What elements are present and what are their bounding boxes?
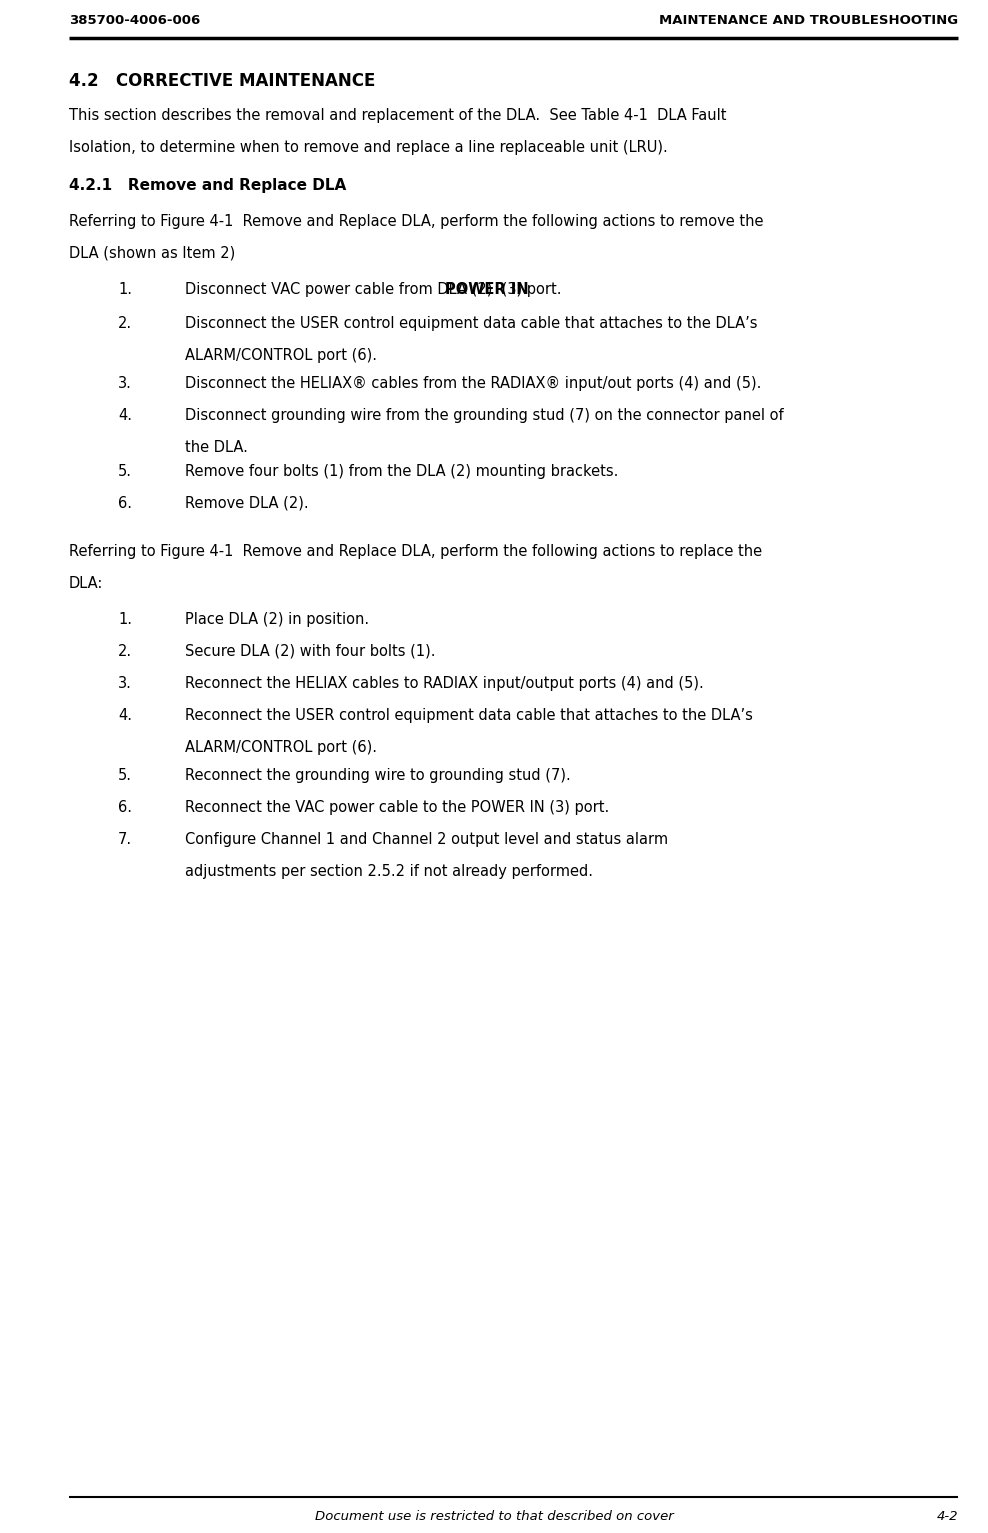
Text: 4.: 4. (118, 708, 132, 724)
Text: 6.: 6. (118, 497, 132, 510)
Text: Reconnect the USER control equipment data cable that attaches to the DLA’s: Reconnect the USER control equipment dat… (185, 708, 753, 724)
Text: 6.: 6. (118, 800, 132, 816)
Text: (3) port.: (3) port. (498, 282, 562, 297)
Text: 3.: 3. (118, 676, 131, 691)
Text: Disconnect the USER control equipment data cable that attaches to the DLA’s: Disconnect the USER control equipment da… (185, 316, 758, 331)
Text: POWER IN: POWER IN (446, 282, 529, 297)
Text: adjustments per section 2.5.2 if not already performed.: adjustments per section 2.5.2 if not alr… (185, 865, 593, 878)
Text: ALARM/CONTROL port (6).: ALARM/CONTROL port (6). (185, 348, 377, 363)
Text: 4.: 4. (118, 408, 132, 423)
Text: Isolation, to determine when to remove and replace a line replaceable unit (LRU): Isolation, to determine when to remove a… (69, 140, 668, 155)
Text: 385700-4006-006: 385700-4006-006 (69, 14, 201, 28)
Text: ALARM/CONTROL port (6).: ALARM/CONTROL port (6). (185, 740, 377, 754)
Text: DLA:: DLA: (69, 576, 104, 592)
Text: 4.2   CORRECTIVE MAINTENANCE: 4.2 CORRECTIVE MAINTENANCE (69, 72, 375, 90)
Text: Configure Channel 1 and Channel 2 output level and status alarm: Configure Channel 1 and Channel 2 output… (185, 832, 668, 848)
Text: 5.: 5. (118, 768, 132, 783)
Text: 7.: 7. (118, 832, 132, 848)
Text: MAINTENANCE AND TROUBLESHOOTING: MAINTENANCE AND TROUBLESHOOTING (659, 14, 958, 28)
Text: Disconnect the HELIAX® cables from the RADIAX® input/out ports (4) and (5).: Disconnect the HELIAX® cables from the R… (185, 376, 762, 391)
Text: Remove four bolts (1) from the DLA (2) mounting brackets.: Remove four bolts (1) from the DLA (2) m… (185, 464, 618, 478)
Text: This section describes the removal and replacement of the DLA.  See Table 4-1  D: This section describes the removal and r… (69, 107, 726, 123)
Text: DLA (shown as Item 2): DLA (shown as Item 2) (69, 245, 235, 261)
Text: Document use is restricted to that described on cover: Document use is restricted to that descr… (314, 1510, 674, 1522)
Text: the DLA.: the DLA. (185, 440, 248, 455)
Text: Secure DLA (2) with four bolts (1).: Secure DLA (2) with four bolts (1). (185, 644, 436, 659)
Text: 4.2.1   Remove and Replace DLA: 4.2.1 Remove and Replace DLA (69, 178, 346, 193)
Text: 1.: 1. (118, 612, 132, 627)
Text: 2.: 2. (118, 644, 132, 659)
Text: Disconnect VAC power cable from DLA (2): Disconnect VAC power cable from DLA (2) (185, 282, 497, 297)
Text: Place DLA (2) in position.: Place DLA (2) in position. (185, 612, 370, 627)
Text: Referring to Figure 4-1  Remove and Replace DLA, perform the following actions t: Referring to Figure 4-1 Remove and Repla… (69, 544, 762, 560)
Text: 4-2: 4-2 (937, 1510, 958, 1522)
Text: 3.: 3. (118, 376, 131, 391)
Text: Reconnect the grounding wire to grounding stud (7).: Reconnect the grounding wire to groundin… (185, 768, 571, 783)
Text: Referring to Figure 4-1  Remove and Replace DLA, perform the following actions t: Referring to Figure 4-1 Remove and Repla… (69, 215, 764, 228)
Text: Reconnect the HELIAX cables to RADIAX input/output ports (4) and (5).: Reconnect the HELIAX cables to RADIAX in… (185, 676, 703, 691)
Text: 1.: 1. (118, 282, 132, 297)
Text: Remove DLA (2).: Remove DLA (2). (185, 497, 308, 510)
Text: 5.: 5. (118, 464, 132, 478)
Text: Reconnect the VAC power cable to the POWER IN (3) port.: Reconnect the VAC power cable to the POW… (185, 800, 610, 816)
Text: 2.: 2. (118, 316, 132, 331)
Text: Disconnect grounding wire from the grounding stud (7) on the connector panel of: Disconnect grounding wire from the groun… (185, 408, 783, 423)
